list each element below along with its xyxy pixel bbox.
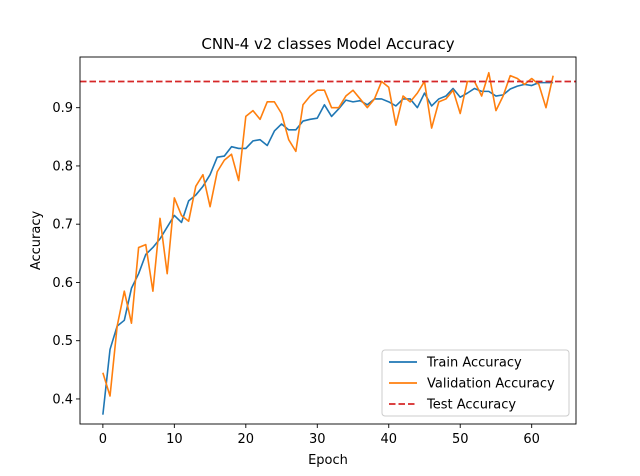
y-tick-label: 0.7 (52, 218, 73, 233)
y-tick-label: 0.5 (52, 334, 73, 349)
y-tick-label: 0.8 (52, 159, 73, 174)
validation-accuracy-line (102, 71, 554, 397)
y-tick-label: 0.6 (52, 276, 73, 291)
x-tick-label: 10 (166, 432, 183, 447)
chart-legend: Train Accuracy Validation Accuracy Test Ac… (381, 349, 570, 417)
legend-label: Train Accuracy (426, 356, 522, 371)
legend-label: Validation Accuracy (427, 377, 555, 392)
x-axis-label: Epoch (308, 453, 348, 468)
x-tick-label: 40 (380, 432, 397, 447)
plot-frame (79, 56, 577, 425)
x-tick-label: 0 (99, 432, 107, 447)
x-axis-ticks: 0 10 20 30 40 50 60 (99, 424, 540, 447)
x-tick-label: 60 (523, 432, 540, 447)
x-tick-label: 20 (238, 432, 255, 447)
x-tick-label: 30 (309, 432, 326, 447)
y-tick-label: 0.4 (52, 392, 73, 407)
legend-box (381, 349, 570, 417)
chart-title: CNN-4 v2 classes Model Accuracy (201, 35, 454, 53)
plot-area (79, 56, 577, 425)
y-axis-ticks: 0.4 0.5 0.6 0.7 0.8 0.9 (52, 101, 80, 407)
y-axis-label: Accuracy (29, 211, 44, 271)
y-tick-label: 0.9 (52, 101, 73, 116)
x-tick-label: 50 (452, 432, 469, 447)
legend-label: Test Accuracy (426, 398, 516, 413)
